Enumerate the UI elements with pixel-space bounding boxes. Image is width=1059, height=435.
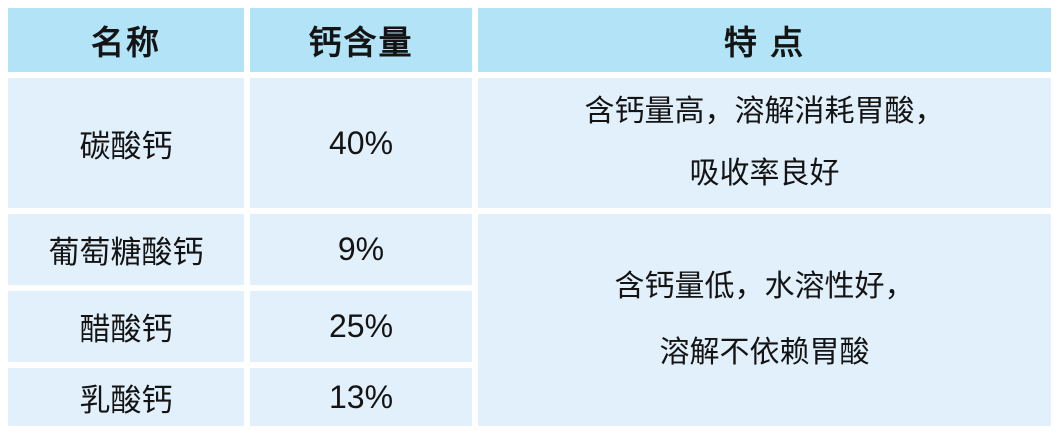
table-cell-features-row1: 含钙量高，溶解消耗胃酸， 吸收率良好 [478, 78, 1051, 208]
table-cell-name-row4: 乳酸钙 [8, 368, 244, 426]
table-cell-content-row3: 25% [250, 291, 472, 362]
table: 名称 钙含量 特 点 碳酸钙 40% 含钙量高，溶解消耗胃酸， 吸收率良好 葡萄… [8, 8, 1051, 426]
table-cell-content-row4: 13% [250, 368, 472, 426]
column-header-name: 名称 [8, 8, 244, 72]
features-row1-line1: 含钙量高，溶解消耗胃酸， [584, 95, 945, 128]
table-cell-features-merged: 含钙量低，水溶性好， 溶解不依赖胃酸 [478, 214, 1051, 426]
features-row1-line2: 吸收率良好 [689, 157, 840, 190]
column-header-calcium-content: 钙含量 [250, 8, 472, 72]
features-merged-line1: 含钙量低，水溶性好， [614, 270, 915, 303]
table-cell-content-row1: 40% [250, 78, 472, 208]
table-cell-name-row3: 醋酸钙 [8, 291, 244, 362]
column-header-features: 特 点 [478, 8, 1051, 72]
table-cell-content-row2: 9% [250, 214, 472, 285]
table-cell-name-row1: 碳酸钙 [8, 78, 244, 208]
features-merged-line2: 溶解不依赖胃酸 [659, 336, 870, 369]
table-cell-name-row2: 葡萄糖酸钙 [8, 214, 244, 285]
